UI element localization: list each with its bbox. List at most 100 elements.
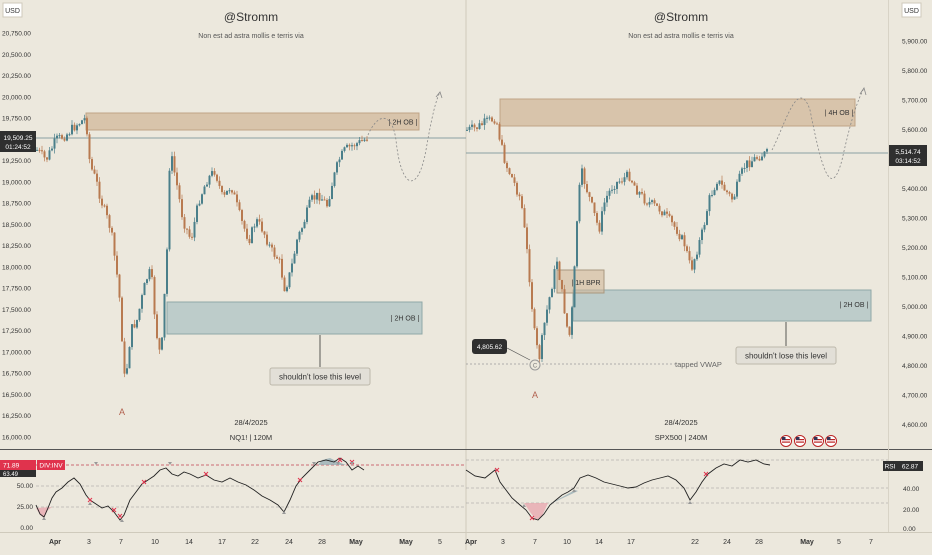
left-candle-body — [363, 139, 366, 141]
right-rsi-name-tag[interactable] — [883, 461, 897, 471]
left-candle-body — [206, 184, 208, 187]
right-candle-body — [521, 196, 523, 209]
us-flag-icon[interactable] — [812, 435, 824, 447]
rsi-divergence-marker-icon — [312, 462, 316, 465]
left-price-tick: 16,250.00 — [2, 413, 31, 420]
right-chart-pane[interactable]: USD 5,900.005,800.005,700.005,600.005,50… — [466, 2, 928, 447]
left-candle-body — [81, 120, 83, 125]
right-rsi-value-tag[interactable] — [897, 461, 923, 471]
right-price-countdown: 03:14:52 — [895, 158, 921, 165]
right-rsi-pane[interactable]: RSI 62.87 40.00 20.00 0.00 — [465, 459, 923, 533]
left-candle-body — [183, 217, 186, 229]
left-projection-path — [367, 91, 441, 182]
left-candle-body — [298, 231, 301, 240]
left-rsi-second-tag[interactable] — [0, 470, 36, 477]
right-wave-label-a: A — [532, 390, 538, 400]
right-candle-body — [601, 211, 603, 232]
left-candle-body — [293, 253, 296, 264]
right-candle-body — [718, 180, 721, 184]
rsi-sell-signal-icon — [117, 513, 123, 519]
left-time-tick-may: May — [349, 539, 363, 546]
right-time-tick-may: May — [800, 539, 814, 546]
right-subtitle: Non est ad astra mollis e terris via — [628, 33, 734, 40]
right-price-tag[interactable] — [889, 145, 927, 166]
right-candle-body — [558, 261, 561, 280]
right-time-tick-7: 7 — [533, 539, 537, 546]
right-candle-body — [468, 126, 471, 130]
left-candle-body — [58, 135, 61, 137]
left-callout-text: shouldn't lose this level — [279, 373, 361, 382]
right-candle-body — [486, 117, 488, 119]
right-candle-body — [703, 224, 706, 230]
left-time-tick-apr: Apr — [49, 539, 61, 546]
right-currency-label: USD — [904, 8, 919, 15]
left-candle-body — [238, 202, 241, 211]
us-flag-icon[interactable] — [825, 435, 837, 447]
left-candle-body — [311, 195, 313, 200]
right-candle-body — [713, 189, 716, 196]
left-candle-body — [348, 144, 351, 147]
left-time-axis[interactable]: Apr 3 7 10 14 17 22 24 28 May May 5 — [49, 539, 442, 546]
left-candle-body — [318, 192, 321, 201]
left-candle-body — [126, 368, 128, 374]
right-candle-body — [581, 168, 583, 185]
right-price-tick: 5,200.00 — [902, 245, 928, 252]
left-time-tick-17: 17 — [218, 539, 226, 546]
left-candle-body — [271, 244, 273, 248]
left-rsi-pane[interactable]: 71.89 DIV:INV 63.49 50.00 25.00 0.00 — [0, 457, 466, 532]
economic-event-flags[interactable] — [780, 435, 837, 447]
left-callout-box[interactable] — [269, 367, 371, 386]
left-candle-body — [211, 171, 213, 176]
left-rsi-div-tag[interactable] — [37, 460, 65, 470]
right-4h-ob-zone[interactable] — [499, 98, 856, 127]
right-2h-ob-zone[interactable] — [572, 289, 872, 322]
right-candle-body — [483, 118, 486, 126]
right-candle-body — [488, 117, 491, 119]
left-2h-ob-bottom-zone[interactable] — [166, 301, 423, 335]
right-candle-body — [603, 202, 606, 212]
us-flag-icon[interactable] — [794, 435, 806, 447]
left-candle-body — [246, 228, 248, 239]
left-candle-body — [273, 247, 276, 257]
left-candle-body — [38, 149, 41, 151]
left-price-tag[interactable] — [0, 131, 36, 152]
right-candle-body — [548, 297, 551, 310]
left-candle-body — [256, 219, 258, 227]
right-rsi-signals — [494, 467, 709, 521]
left-price-tick: 18,750.00 — [2, 201, 31, 208]
right-price-tick: 4,900.00 — [902, 334, 928, 341]
right-candle-body — [683, 235, 686, 247]
left-candle-body — [248, 238, 251, 244]
left-currency-badge[interactable] — [2, 2, 23, 18]
left-chart-pane[interactable]: USD 20,750.00 20,500.00 20,250.00 20,000.00… — [0, 2, 466, 442]
rsi-divergence-marker-icon — [350, 462, 354, 465]
right-anchor-circle[interactable] — [529, 359, 541, 371]
right-price-tick: 5,700.00 — [902, 98, 928, 105]
left-candle-body — [103, 205, 106, 207]
right-low-price-tag[interactable] — [472, 339, 507, 354]
left-2h-ob-top-zone[interactable] — [85, 112, 420, 131]
right-vwap-label: tapped VWAP — [675, 360, 722, 369]
left-candle-body — [356, 143, 358, 147]
left-candle-body — [331, 185, 333, 200]
left-price-axis[interactable]: 20,750.00 20,500.00 20,250.00 20,000.00 19,7… — [2, 31, 31, 442]
right-low-price-value: 4,805.62 — [477, 344, 503, 351]
us-flag-icon[interactable] — [780, 435, 792, 447]
left-candle-body — [366, 139, 368, 141]
right-bpr-label: | 1H BPR — [571, 280, 600, 287]
right-1h-bpr-zone[interactable] — [556, 269, 605, 294]
left-projection-arrow — [435, 91, 443, 99]
left-time-tick-10: 10 — [151, 539, 159, 546]
left-candle-body — [136, 319, 138, 328]
right-currency-badge[interactable] — [901, 2, 922, 18]
left-candle-body — [281, 258, 283, 278]
left-rsi-second-value: 63.49 — [3, 472, 19, 478]
left-rsi-value-tag[interactable] — [0, 460, 36, 470]
right-candle-body — [471, 124, 473, 127]
right-candle-body — [538, 345, 541, 360]
right-callout-box[interactable] — [735, 346, 837, 365]
right-candle-body — [591, 196, 593, 203]
right-time-axis[interactable]: Apr 3 7 10 14 17 22 24 28 May 5 7 — [465, 539, 873, 546]
